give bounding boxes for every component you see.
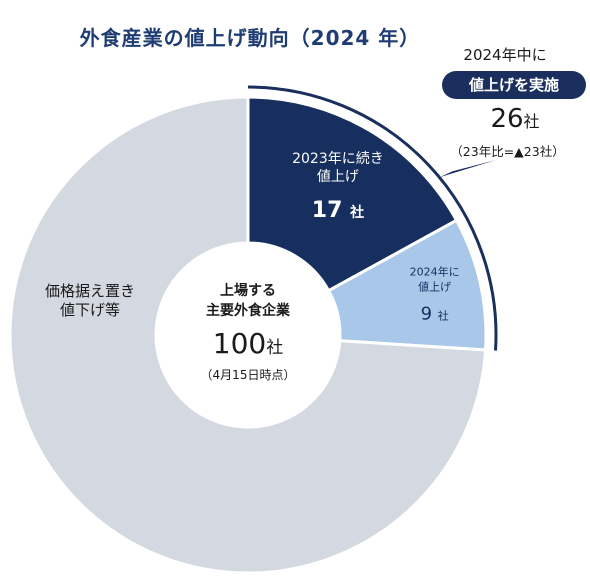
slice-value: 9 社 (421, 303, 449, 324)
slice-label-text: 2023年に続き (292, 150, 384, 167)
center-line2: 主要外食企業 (206, 302, 291, 319)
slice-label-text: 値上げ (418, 280, 451, 293)
annotation-pointer (439, 160, 496, 178)
chart-title: 外食産業の値上げ動向（2024 年） (79, 26, 421, 50)
center-line1: 上場する (220, 282, 276, 299)
annotation-heading: 2024年中に (463, 46, 547, 64)
annotation-count: 26社 (440, 104, 590, 134)
slice-value: 17 社 (312, 198, 364, 223)
donut-slice (8, 95, 488, 575)
center-note: （4月15日時点） (201, 368, 296, 382)
slice-label-text: 2024年に (410, 264, 460, 278)
slice-label-text: 価格据え置き (45, 282, 135, 300)
annotation-badge: 値上げを実施 (442, 71, 586, 99)
slice-label-text: 値上げ (317, 169, 359, 185)
center-value: 100社 (213, 327, 283, 360)
annotation-note: （23年比=▲23社） (450, 144, 565, 159)
slice-label-text: 値下げ等 (60, 301, 120, 319)
donut-slice (246, 95, 459, 293)
annotation-count-unit: 社 (523, 112, 540, 131)
raised-bracket-arc (247, 85, 498, 351)
annotation-count-value: 26 (490, 104, 524, 134)
